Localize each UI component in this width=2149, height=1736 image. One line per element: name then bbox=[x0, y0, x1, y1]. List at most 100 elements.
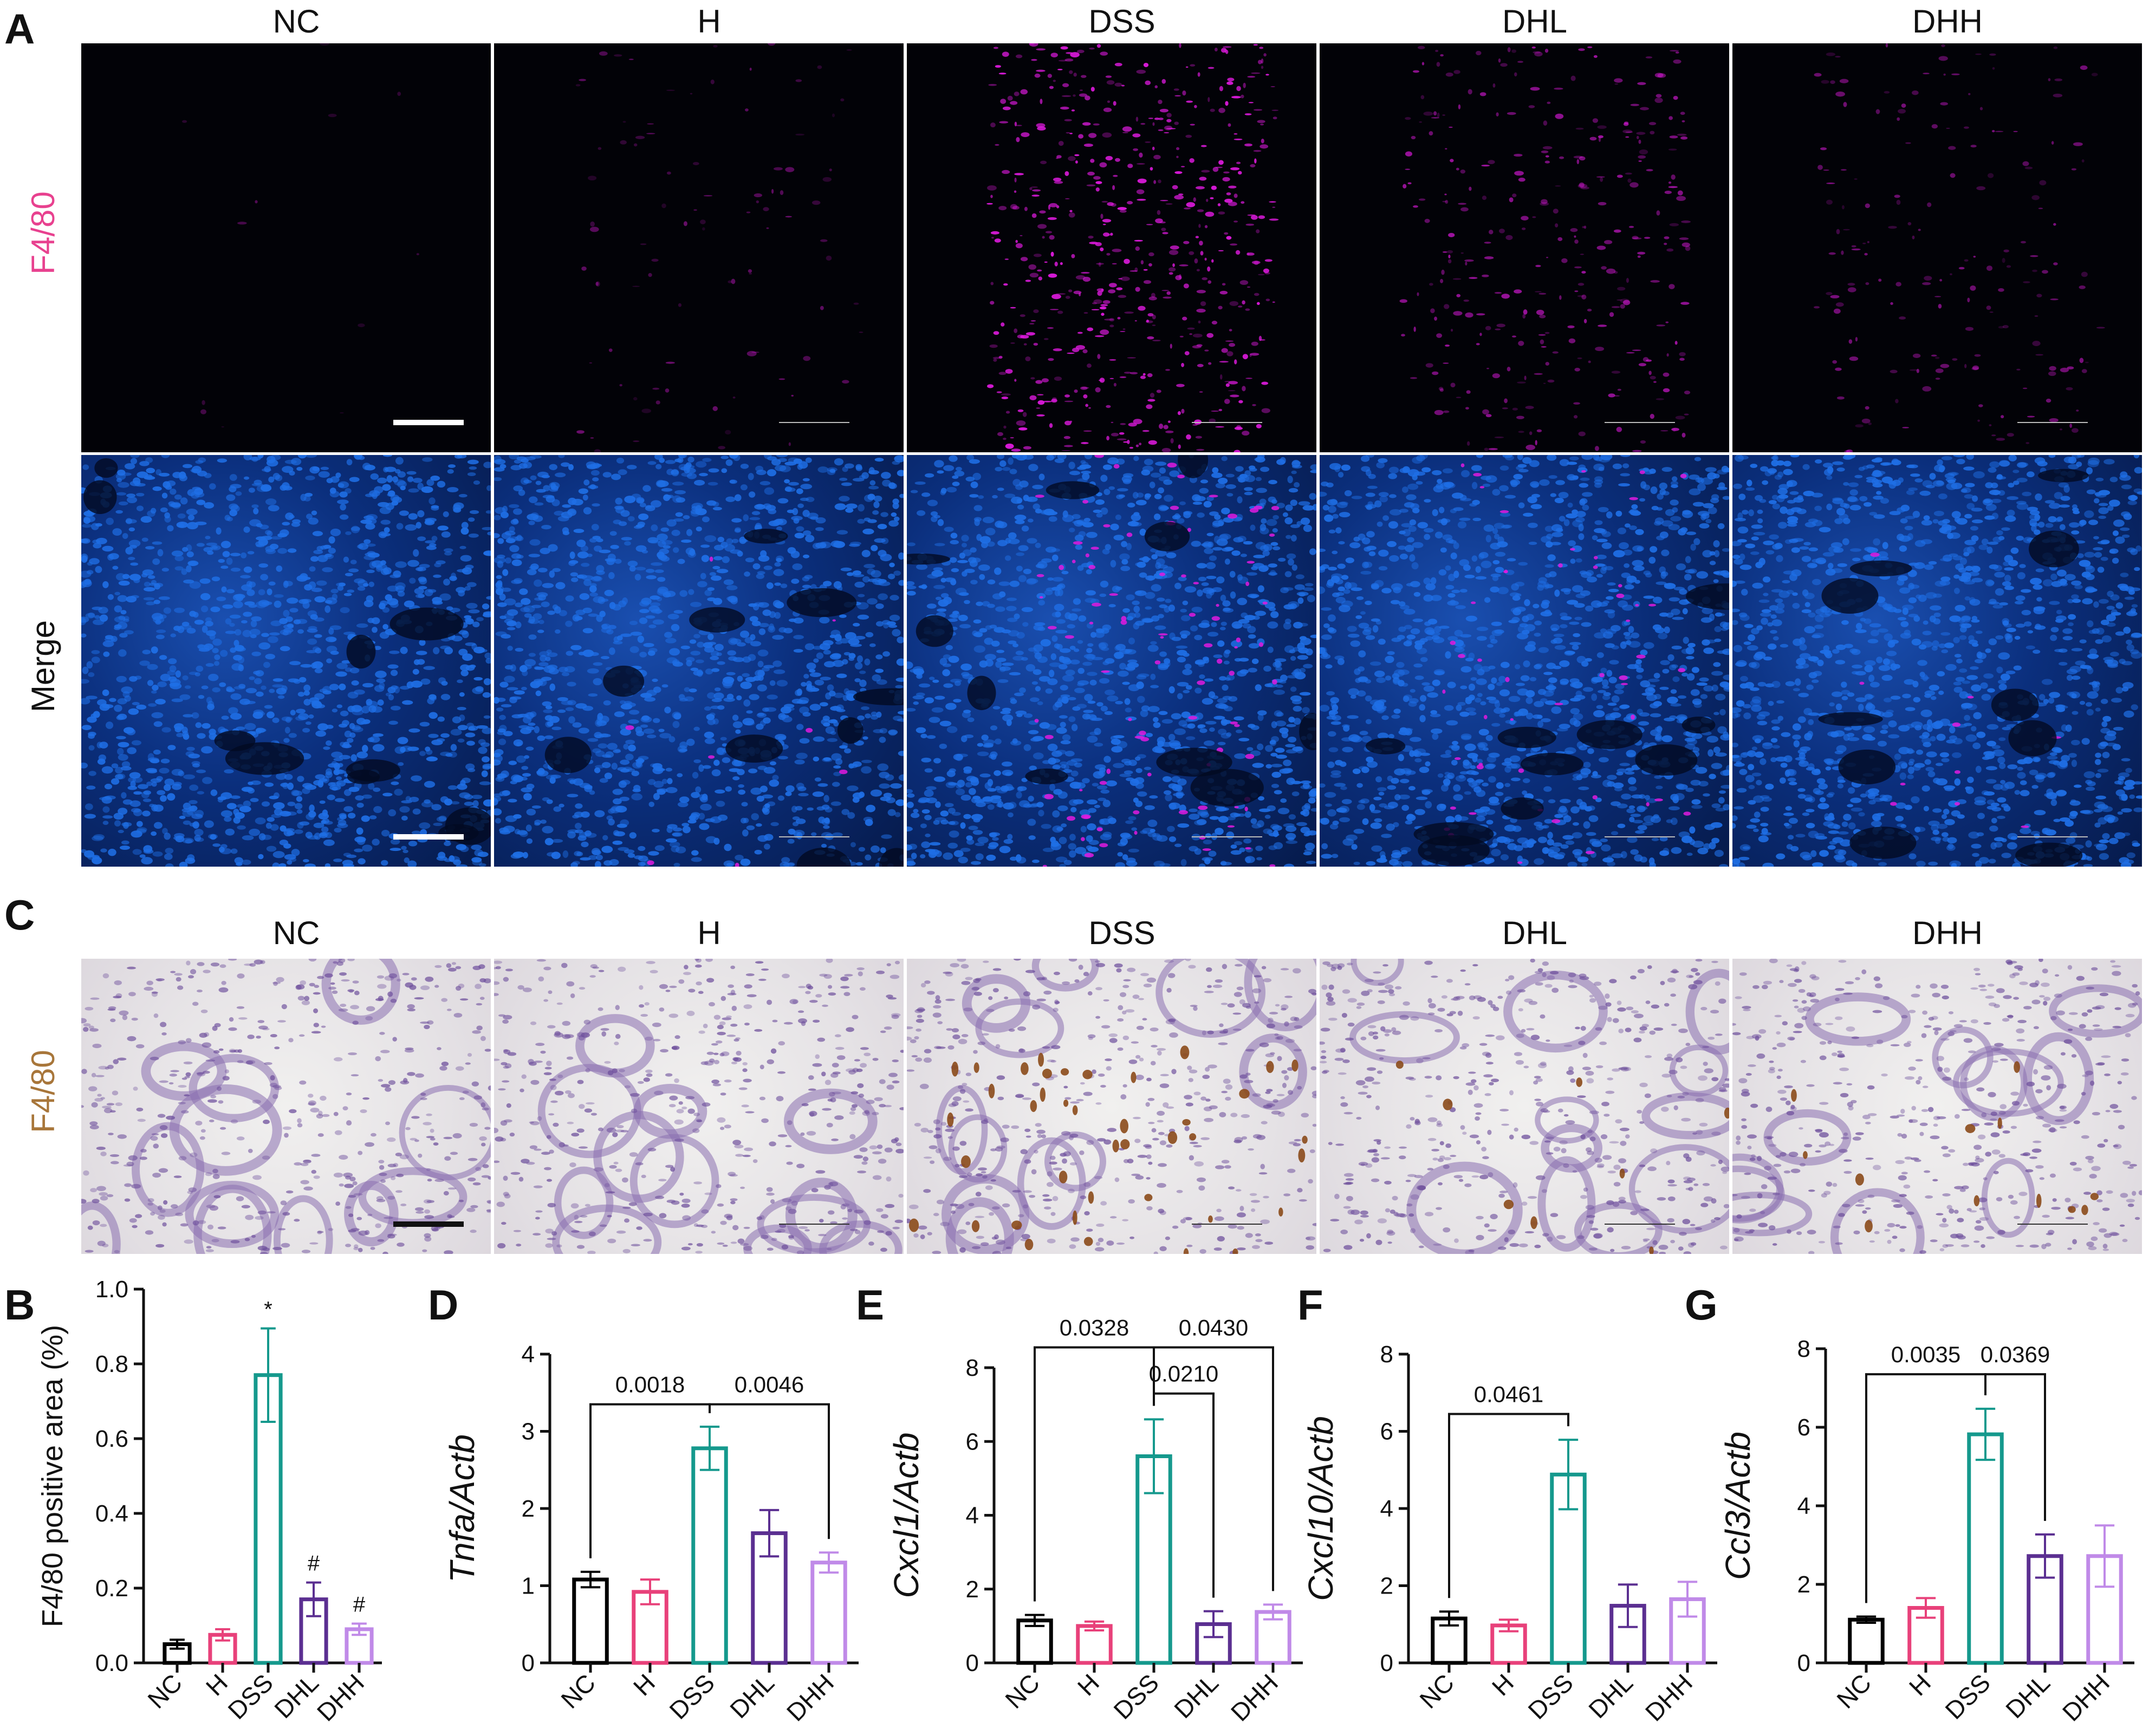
panel-a-col-label-dhh: DHH bbox=[1912, 3, 1983, 40]
bar-dss bbox=[1967, 1432, 2004, 1665]
micrograph-fluor-h bbox=[494, 43, 904, 452]
panel-c-col-label-h: H bbox=[697, 915, 721, 951]
y-tick-label: 0.6 bbox=[95, 1426, 128, 1452]
micrograph-merge-dhl bbox=[1320, 455, 1729, 867]
y-tick-label: 1.0 bbox=[95, 1276, 128, 1303]
y-tick-label: 1 bbox=[522, 1573, 535, 1600]
panel-c-col-label-dhh: DHH bbox=[1912, 915, 1983, 951]
panel-c-row-label-f480: F4/80 bbox=[25, 1050, 61, 1133]
p-value-label: 0.0369 bbox=[1981, 1342, 2050, 1367]
y-tick-label: 0 bbox=[1797, 1650, 1810, 1676]
x-tick-label-h: H bbox=[628, 1668, 660, 1701]
x-tick-label-nc: NC bbox=[1414, 1668, 1459, 1714]
micrograph-merge-dhh bbox=[1732, 455, 2142, 867]
x-tick-label-nc: NC bbox=[555, 1668, 601, 1714]
micrograph-ihc-h bbox=[494, 959, 904, 1254]
x-tick-label-nc: NC bbox=[142, 1668, 187, 1714]
x-tick-label-dhl: DHL bbox=[1583, 1668, 1638, 1724]
y-tick-label: 0 bbox=[966, 1650, 979, 1676]
y-tick-label: 3 bbox=[522, 1419, 535, 1445]
p-value-label: 0.0035 bbox=[1891, 1342, 1960, 1367]
y-tick-label: 4 bbox=[1380, 1496, 1393, 1522]
panel-a-col-label-dss: DSS bbox=[1088, 3, 1155, 40]
panel-a-row-label-f480: F4/80 bbox=[25, 191, 61, 275]
comparison-bracket bbox=[709, 1403, 830, 1539]
x-tick-label-dss: DSS bbox=[1522, 1668, 1579, 1725]
y-tick-label: 4 bbox=[1797, 1493, 1810, 1519]
panel-a-col-label-h: H bbox=[697, 3, 721, 40]
x-tick-label-dhh: DHH bbox=[781, 1668, 839, 1726]
y-tick-label: 8 bbox=[966, 1355, 979, 1381]
panel-a-row-label-merge: Merge bbox=[25, 620, 61, 713]
comparison-bracket bbox=[1984, 1373, 2046, 1521]
chart-e: 0 2 4 6 8 Cxcl1/Actb NC H DSS DHL DHH 0.0328 0.0430 0… bbox=[887, 1315, 1303, 1727]
y-tick-label: 0 bbox=[1380, 1650, 1393, 1676]
p-value-label: 0.0046 bbox=[735, 1372, 804, 1397]
panel-c-col-label-dss: DSS bbox=[1088, 915, 1155, 951]
bar-h bbox=[1076, 1624, 1113, 1665]
y-tick-label: 2 bbox=[1797, 1571, 1810, 1598]
x-tick-label-dhh: DHH bbox=[1640, 1668, 1698, 1726]
x-tick-label-dhl: DHL bbox=[724, 1668, 780, 1724]
x-tick-label-dhh: DHH bbox=[2057, 1668, 2115, 1726]
chart-b: 0.0 0.2 0.4 0.6 0.8 1.0 F4/80 positive area (%… bbox=[36, 1276, 382, 1727]
x-tick-label-h: H bbox=[1072, 1668, 1105, 1701]
bar-nc bbox=[572, 1577, 609, 1665]
x-tick-label-dss: DSS bbox=[1108, 1668, 1164, 1725]
micrograph-fluor-dhh bbox=[1732, 43, 2142, 452]
panel-letter-b: B bbox=[4, 1281, 35, 1329]
significance-marker: * bbox=[264, 1297, 272, 1321]
y-axis-label: Cxcl1/Actb bbox=[887, 1433, 926, 1598]
y-tick-label: 8 bbox=[1380, 1341, 1393, 1368]
y-tick-label: 0.0 bbox=[95, 1650, 128, 1676]
y-tick-label: 6 bbox=[1797, 1414, 1810, 1441]
p-value-label: 0.0018 bbox=[615, 1372, 685, 1397]
micrograph-merge-dss bbox=[907, 455, 1316, 867]
p-value-label: 0.0430 bbox=[1179, 1315, 1248, 1341]
significance-marker: # bbox=[308, 1552, 320, 1576]
comparison-bracket bbox=[1448, 1413, 1569, 1598]
y-tick-label: 0.8 bbox=[95, 1351, 128, 1377]
y-tick-label: 6 bbox=[966, 1428, 979, 1455]
y-tick-label: 0 bbox=[522, 1650, 535, 1676]
panel-a-col-label-nc: NC bbox=[272, 3, 320, 40]
x-tick-label-nc: NC bbox=[1831, 1668, 1877, 1714]
y-tick-label: 0.4 bbox=[95, 1500, 128, 1527]
micrograph-merge-nc bbox=[81, 455, 491, 867]
y-axis-label: Cxcl10/Actb bbox=[1301, 1416, 1340, 1601]
micrograph-fluor-dhl bbox=[1320, 43, 1729, 452]
y-tick-label: 2 bbox=[966, 1576, 979, 1603]
y-tick-label: 6 bbox=[1380, 1419, 1393, 1445]
panel-letter-d: D bbox=[428, 1281, 459, 1329]
bar-dss bbox=[691, 1446, 728, 1665]
x-tick-label-dss: DSS bbox=[222, 1668, 278, 1725]
panel-a-col-label-dhl: DHL bbox=[1502, 3, 1568, 40]
comparison-bracket bbox=[1153, 1346, 1274, 1591]
panel-c-col-label-nc: NC bbox=[272, 915, 320, 951]
x-tick-label-dhl: DHL bbox=[269, 1668, 324, 1724]
y-axis-label: Tnfa/Actb bbox=[443, 1434, 482, 1583]
comparison-bracket bbox=[1153, 1392, 1215, 1598]
y-tick-label: 2 bbox=[522, 1496, 535, 1522]
panel-letter-g: G bbox=[1685, 1281, 1718, 1329]
panel-c-col-label-dhl: DHL bbox=[1502, 915, 1568, 951]
x-tick-label-h: H bbox=[1904, 1668, 1936, 1701]
micrograph-fluor-nc bbox=[81, 43, 491, 452]
chart-g: 0 2 4 6 8 Ccl3/Actb NC H DSS DHL DHH 0.0035 0.0369 bbox=[1718, 1336, 2134, 1727]
y-axis-label: Ccl3/Actb bbox=[1718, 1432, 1757, 1580]
micrograph-ihc-dhh bbox=[1732, 959, 2142, 1254]
y-tick-label: 8 bbox=[1797, 1336, 1810, 1362]
p-value-label: 0.0461 bbox=[1474, 1381, 1543, 1407]
x-tick-label-dss: DSS bbox=[1939, 1668, 1996, 1725]
y-axis-label: F4/80 positive area (%) bbox=[36, 1325, 69, 1627]
y-tick-label: 0.2 bbox=[95, 1575, 128, 1602]
panel-letter-a: A bbox=[4, 5, 35, 53]
x-tick-label-dhh: DHH bbox=[1225, 1668, 1283, 1726]
p-value-label: 0.0210 bbox=[1149, 1361, 1218, 1387]
y-tick-label: 2 bbox=[1380, 1573, 1393, 1600]
x-tick-label-dhl: DHL bbox=[2000, 1668, 2055, 1724]
chart-f: 0 2 4 6 8 Cxcl10/Actb NC H DSS DHL DHH 0.0461 bbox=[1301, 1341, 1717, 1727]
x-tick-label-nc: NC bbox=[999, 1668, 1045, 1714]
panel-letter-f: F bbox=[1297, 1281, 1323, 1329]
bar-dhh bbox=[810, 1561, 847, 1665]
